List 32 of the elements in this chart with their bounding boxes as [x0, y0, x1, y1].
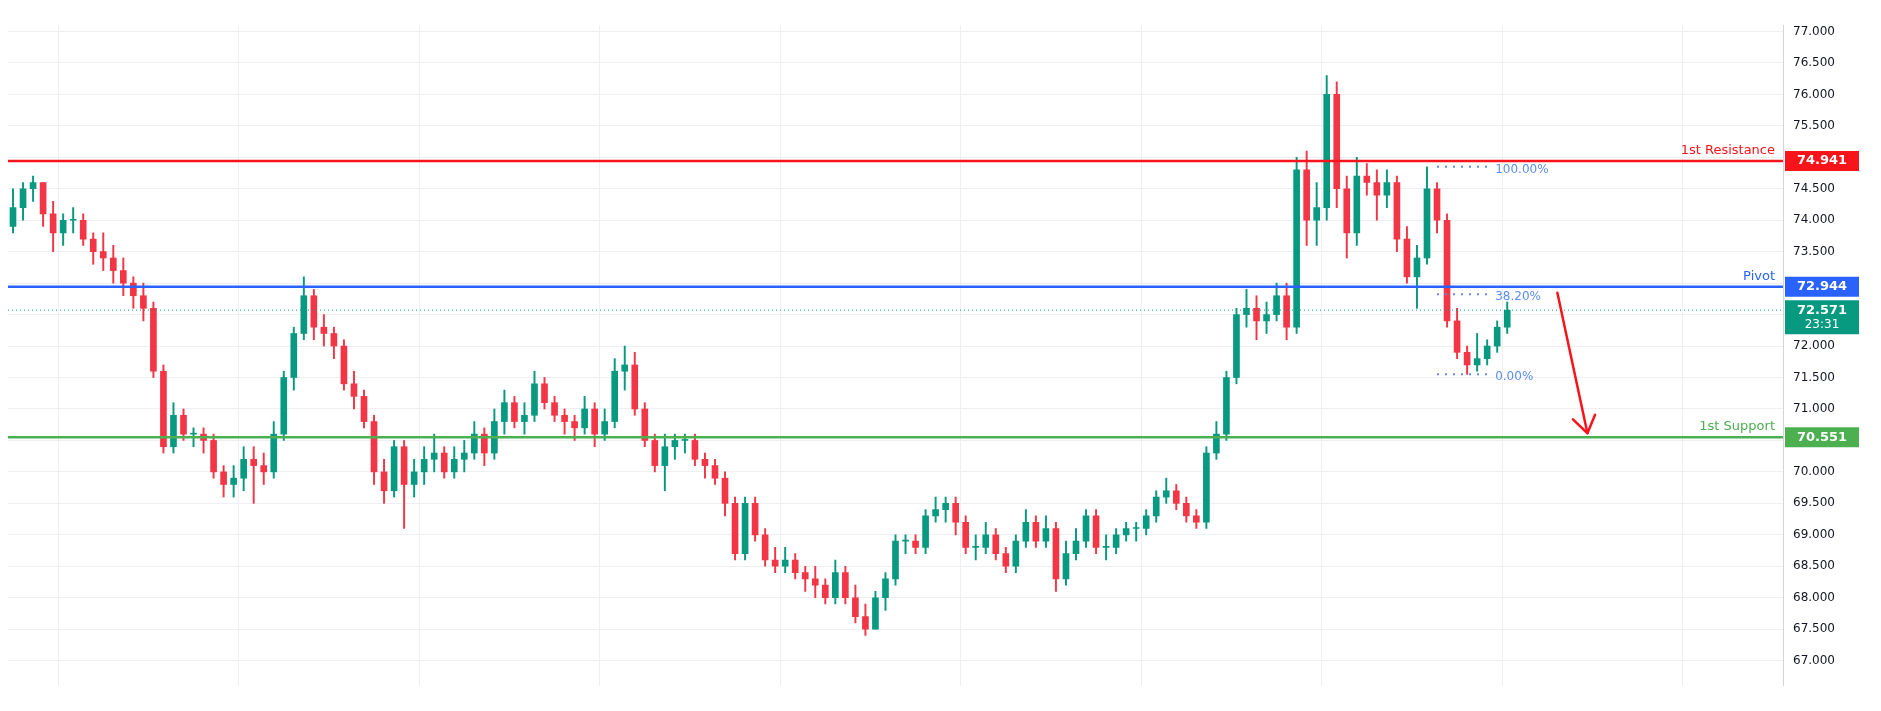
text: 72.944 — [1796, 278, 1848, 294]
text: 70.551 — [1796, 428, 1848, 444]
y-tick-label: 77.000 — [1793, 23, 1835, 38]
y-tick-label: 72.000 — [1793, 338, 1835, 353]
annotation: 0.00% — [1495, 369, 1534, 384]
candlestick — [69, 207, 77, 234]
y-tick-label: 69.500 — [1793, 495, 1835, 510]
candlestick — [972, 534, 980, 561]
ref-line-label: Pivot — [1743, 267, 1775, 283]
text: 72.571 — [1796, 301, 1848, 317]
y-tick-label: 76.000 — [1793, 86, 1835, 101]
y-tick-label: 73.500 — [1793, 243, 1835, 258]
ref-line-label: 1st Support — [1699, 418, 1775, 434]
y-tick-label: 74.500 — [1793, 180, 1835, 195]
y-tick-label: 68.500 — [1793, 558, 1835, 573]
y-tick-label: 71.500 — [1793, 369, 1835, 384]
candlestick — [1102, 534, 1110, 561]
text: 74.941 — [1796, 152, 1848, 168]
text: 23:31 — [1804, 317, 1840, 332]
y-tick-label: 70.000 — [1793, 464, 1835, 479]
y-tick-label: 68.000 — [1793, 589, 1835, 604]
y-tick-label: 75.500 — [1793, 117, 1835, 132]
y-tick-label: 74.000 — [1793, 212, 1835, 227]
candlestick — [250, 446, 258, 504]
annotation: 38.20% — [1495, 289, 1541, 304]
y-tick-label: 67.000 — [1793, 652, 1835, 667]
y-tick-label: 71.000 — [1793, 401, 1835, 416]
y-tick-label: 69.000 — [1793, 526, 1835, 541]
ref-line-label: 1st Resistance — [1680, 141, 1775, 157]
y-tick-label: 67.500 — [1793, 621, 1835, 636]
y-tick-label: 76.500 — [1793, 55, 1835, 70]
annotation: 100.00% — [1495, 161, 1549, 176]
